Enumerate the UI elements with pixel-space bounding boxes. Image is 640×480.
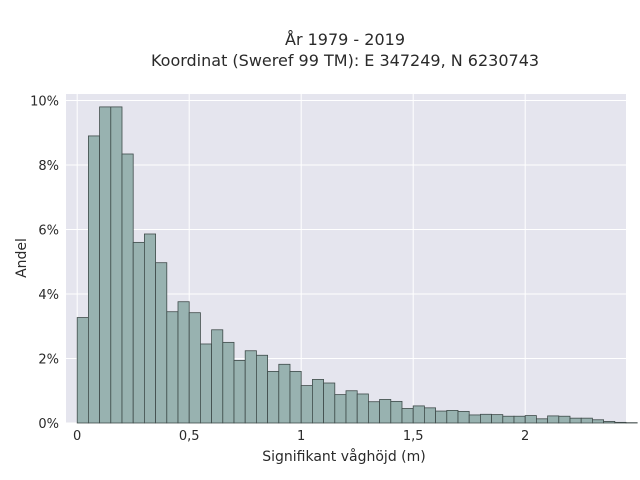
histogram-bar	[367, 401, 380, 424]
histogram-bar	[267, 370, 280, 424]
y-tick-label: 8%	[38, 159, 59, 174]
histogram-bar	[603, 420, 616, 424]
histogram-bar	[188, 312, 201, 424]
histogram-bar	[334, 394, 347, 424]
histogram-bar	[423, 407, 436, 424]
y-axis-ticks: 0% 2% 4% 6% 8% 10%	[30, 94, 59, 432]
histogram-bar	[300, 385, 313, 424]
histogram-bar	[289, 370, 302, 424]
histogram-bar	[379, 399, 392, 424]
histogram-bar	[435, 410, 448, 424]
histogram-bar	[569, 417, 582, 424]
histogram-bar	[211, 329, 224, 424]
x-axis-label: Signifikant våghöjd (m)	[262, 448, 425, 465]
y-tick-label: 0%	[38, 417, 59, 432]
x-tick-label: 0,5	[179, 429, 200, 444]
histogram-bar	[491, 414, 504, 424]
histogram-bar	[110, 106, 123, 424]
histogram-bar	[401, 408, 414, 424]
histogram-bar	[547, 415, 560, 424]
histogram-bar	[99, 106, 112, 424]
chart-title-line2: Koordinat (Sweref 99 TM): E 347249, N 62…	[151, 51, 539, 70]
x-axis-ticks: 0 0,5 1 1,5 2	[73, 429, 529, 444]
histogram-bar	[311, 379, 324, 424]
histogram-bar	[233, 360, 246, 424]
y-tick-label: 4%	[38, 288, 59, 303]
histogram-bar	[345, 390, 358, 424]
y-tick-label: 10%	[30, 94, 59, 109]
x-tick-label: 2	[521, 429, 529, 444]
histogram-bar	[132, 241, 145, 424]
histogram-bar	[88, 135, 101, 424]
histogram-bar	[536, 418, 549, 424]
histogram-bar	[592, 419, 605, 424]
histogram-bar	[412, 405, 425, 424]
y-tick-label: 6%	[38, 223, 59, 238]
histogram-bar	[457, 410, 470, 424]
histogram-bar	[524, 415, 537, 424]
histogram-bar	[199, 343, 212, 424]
histogram-bar	[143, 233, 156, 424]
histogram-bar	[513, 415, 526, 424]
histogram-bar	[580, 417, 593, 424]
histogram-bar	[468, 414, 481, 424]
histogram-bar	[76, 317, 89, 424]
histogram-bar	[155, 262, 168, 424]
histogram-bar	[177, 301, 190, 424]
histogram-bar	[356, 393, 369, 424]
histogram-bar	[255, 354, 268, 424]
chart-title-line1: År 1979 - 2019	[285, 30, 405, 49]
histogram-bar	[558, 415, 571, 424]
y-axis-label: Andel	[14, 238, 30, 278]
histogram-bar	[614, 421, 627, 424]
histogram-bar	[446, 410, 459, 424]
histogram-bar	[390, 400, 403, 424]
histogram-bars	[76, 106, 638, 424]
histogram-bar	[323, 382, 336, 424]
histogram-bar	[479, 413, 492, 424]
histogram-bar	[502, 415, 515, 424]
histogram-bar	[222, 341, 235, 424]
histogram-bar	[166, 311, 179, 424]
histogram-bar	[278, 363, 291, 424]
histogram-bar	[121, 153, 134, 424]
x-tick-label: 1	[297, 429, 305, 444]
histogram-bar	[244, 350, 257, 424]
x-tick-label: 1,5	[403, 429, 424, 444]
y-tick-label: 2%	[38, 352, 59, 367]
x-tick-label: 0	[73, 429, 81, 444]
